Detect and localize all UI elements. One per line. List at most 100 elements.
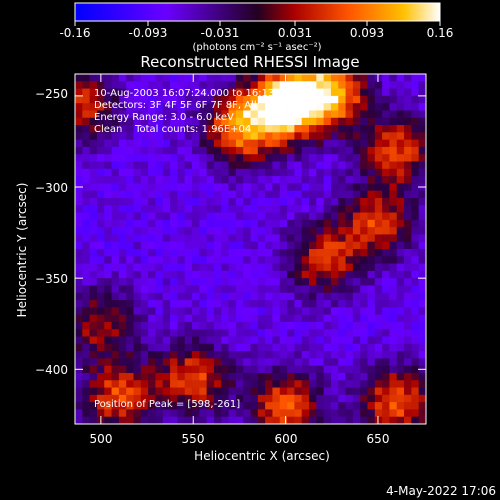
heatmap-cell xyxy=(309,394,317,403)
heatmap-cell xyxy=(316,81,325,89)
heatmap-cell xyxy=(389,176,398,184)
y-tick-label: −350 xyxy=(35,272,68,286)
heatmap-cell xyxy=(140,365,149,374)
heatmap-cell xyxy=(309,241,317,250)
heatmap-cell xyxy=(316,314,325,323)
heatmap-cell xyxy=(309,402,317,410)
heatmap-cell xyxy=(338,110,346,119)
heatmap-cell xyxy=(345,146,354,155)
heatmap-cell xyxy=(148,278,156,286)
heatmap-cell xyxy=(294,409,303,418)
heatmap-cell xyxy=(367,197,376,206)
heatmap-cell xyxy=(155,117,164,126)
heatmap-cell xyxy=(301,110,310,119)
heatmap-cell xyxy=(170,212,178,221)
heatmap-cell xyxy=(243,372,251,381)
heatmap-cell xyxy=(330,110,339,119)
heatmap-cell xyxy=(228,146,237,155)
heatmap-cell xyxy=(111,117,120,126)
heatmap-cell xyxy=(155,270,164,279)
heatmap-cell xyxy=(199,402,208,410)
heatmap-cell xyxy=(287,139,295,148)
heatmap-cell xyxy=(228,154,237,162)
heatmap-cell xyxy=(404,329,412,337)
heatmap-cell xyxy=(126,416,134,424)
heatmap-cell xyxy=(118,365,127,374)
heatmap-cell xyxy=(382,402,390,410)
heatmap-cell xyxy=(206,263,215,272)
heatmap-cell xyxy=(360,402,368,410)
heatmap-cell xyxy=(301,176,310,184)
heatmap-cell xyxy=(323,249,332,257)
heatmap-cell xyxy=(89,132,98,141)
heatmap-cell xyxy=(162,387,171,396)
heatmap-cell xyxy=(404,81,412,89)
heatmap-cell xyxy=(111,249,120,257)
heatmap-cell xyxy=(155,329,164,337)
heatmap-cell xyxy=(82,205,91,213)
heatmap-cell xyxy=(338,139,346,148)
heatmap-cell xyxy=(345,190,354,199)
heatmap-cell xyxy=(206,81,215,89)
heatmap-cell xyxy=(104,387,112,396)
heatmap-cell xyxy=(82,176,91,184)
heatmap-cell xyxy=(287,227,295,235)
heatmap-cell xyxy=(323,351,332,359)
heatmap-cell xyxy=(374,307,383,316)
heatmap-cell xyxy=(338,285,346,294)
heatmap-cell xyxy=(309,292,317,301)
heatmap-cell xyxy=(396,394,405,403)
heatmap-cell xyxy=(213,292,222,301)
heatmap-cell xyxy=(367,321,376,330)
heatmap-cell xyxy=(235,351,244,359)
heatmap-cell xyxy=(265,336,273,345)
heatmap-cell xyxy=(396,227,405,235)
heatmap-cell xyxy=(301,227,310,235)
heatmap-cell xyxy=(133,321,142,330)
heatmap-cell xyxy=(323,154,332,162)
heatmap-cell xyxy=(140,402,149,410)
heatmap-cell xyxy=(184,183,193,192)
heatmap-cell xyxy=(250,205,259,213)
heatmap-cell xyxy=(396,183,405,192)
heatmap-cell xyxy=(279,343,288,352)
heatmap-cell xyxy=(170,285,178,294)
heatmap-cell xyxy=(177,270,186,279)
heatmap-cell xyxy=(133,278,142,286)
heatmap-cell xyxy=(155,300,164,308)
heatmap-cell xyxy=(126,329,134,337)
heatmap-cell xyxy=(418,103,426,111)
heatmap-cell xyxy=(192,314,200,323)
heatmap-cell xyxy=(96,132,105,141)
heatmap-cell xyxy=(287,125,295,133)
heatmap-cell xyxy=(213,205,222,213)
heatmap-cell xyxy=(323,256,332,264)
heatmap-cell xyxy=(75,263,83,272)
heatmap-cell xyxy=(418,343,426,352)
heatmap-cell xyxy=(148,336,156,345)
heatmap-cell xyxy=(89,270,98,279)
heatmap-cell xyxy=(213,132,222,141)
heatmap-cell xyxy=(404,300,412,308)
heatmap-cell xyxy=(111,387,120,396)
heatmap-cell xyxy=(338,336,346,345)
heatmap-cell xyxy=(82,278,91,286)
heatmap-cell xyxy=(162,88,171,97)
heatmap-cell xyxy=(140,300,149,308)
heatmap-cell xyxy=(199,365,208,374)
heatmap-cell xyxy=(352,372,361,381)
heatmap-cell xyxy=(265,212,273,221)
heatmap-cell xyxy=(126,132,134,141)
heatmap-cell xyxy=(272,358,281,367)
heatmap-cell xyxy=(89,394,98,403)
heatmap-cell xyxy=(228,394,237,403)
heatmap-cell xyxy=(287,249,295,257)
heatmap-cell xyxy=(360,394,368,403)
heatmap-cell xyxy=(111,190,120,199)
heatmap-cell xyxy=(396,74,405,82)
heatmap-cell xyxy=(338,176,346,184)
heatmap-cell xyxy=(162,110,171,119)
heatmap-cell xyxy=(323,110,332,119)
heatmap-cell xyxy=(104,146,112,155)
heatmap-cell xyxy=(140,88,149,97)
